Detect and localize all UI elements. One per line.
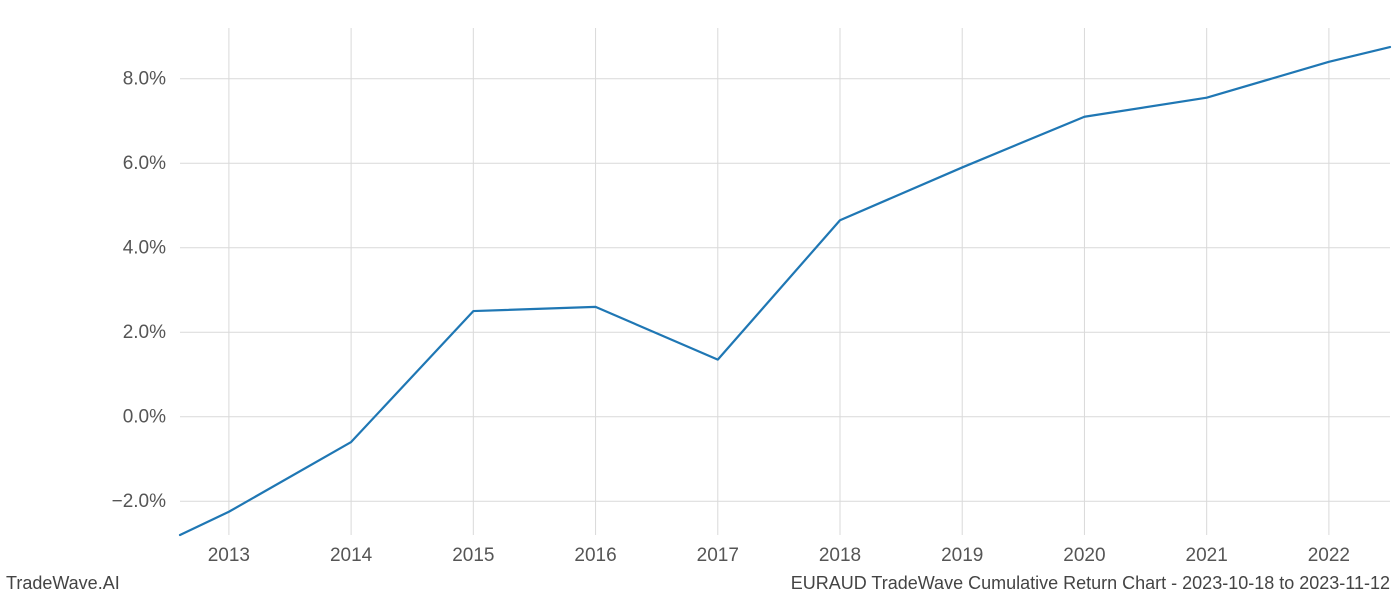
x-tick-label: 2013: [208, 545, 250, 566]
y-tick-label: 4.0%: [123, 238, 166, 259]
y-tick-label: −2.0%: [112, 491, 167, 512]
line-chart: 2013 2014 2015 2016 2017 2018 2019 2020 2021 2022…: [0, 0, 1400, 600]
x-tick-label: 2021: [1186, 545, 1228, 566]
x-tick-label: 2018: [819, 545, 861, 566]
x-tick-label: 2019: [941, 545, 983, 566]
y-tick-label: 2.0%: [123, 322, 166, 343]
x-tick-label: 2014: [330, 545, 373, 566]
x-tick-label: 2017: [697, 545, 739, 566]
y-tick-label: 6.0%: [123, 153, 166, 174]
y-tick-label: 8.0%: [123, 69, 166, 90]
x-tick-label: 2022: [1308, 545, 1350, 566]
y-tick-label: 0.0%: [123, 407, 166, 428]
x-tick-label: 2015: [452, 545, 494, 566]
chart-container: 2013 2014 2015 2016 2017 2018 2019 2020 2021 2022…: [0, 0, 1400, 600]
x-tick-label: 2020: [1063, 545, 1105, 566]
x-tick-label: 2016: [574, 545, 616, 566]
footer-brand: TradeWave.AI: [6, 573, 120, 594]
footer-title: EURAUD TradeWave Cumulative Return Chart…: [791, 573, 1390, 594]
